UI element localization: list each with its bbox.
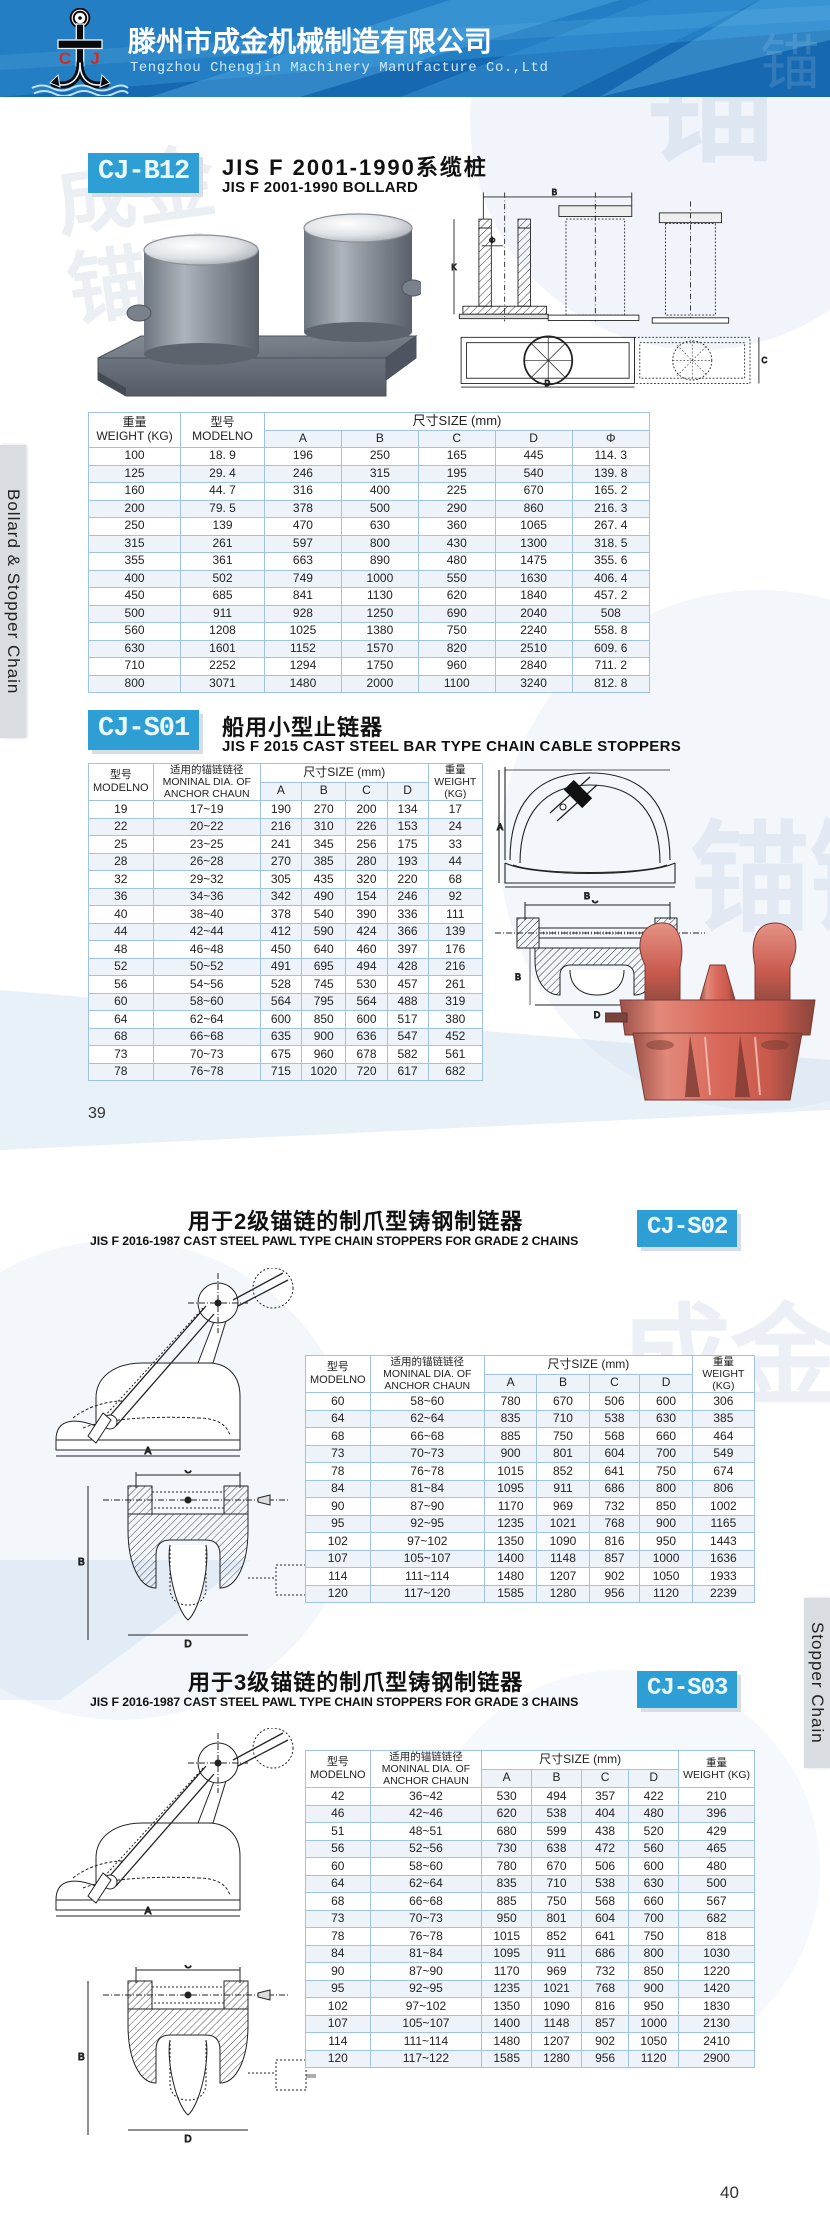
svg-text:B: B bbox=[78, 2052, 85, 2063]
svg-text:C: C bbox=[184, 1965, 191, 1971]
svg-text:A: A bbox=[145, 1906, 152, 1917]
svg-text:C: C bbox=[762, 356, 768, 365]
svg-text:C: C bbox=[592, 900, 599, 905]
svg-text:K: K bbox=[451, 263, 457, 272]
svg-text:Φ: Φ bbox=[489, 236, 495, 245]
svg-text:J: J bbox=[90, 49, 99, 68]
svg-text:A: A bbox=[497, 822, 503, 832]
svg-text:D: D bbox=[594, 1010, 601, 1020]
svg-text:D: D bbox=[184, 2134, 191, 2145]
svg-text:B: B bbox=[78, 1557, 85, 1568]
svg-text:C: C bbox=[59, 49, 71, 68]
svg-text:D: D bbox=[544, 379, 550, 388]
svg-text:B: B bbox=[515, 972, 521, 982]
svg-text:C: C bbox=[184, 1470, 191, 1476]
svg-text:A: A bbox=[145, 1446, 152, 1457]
svg-text:D: D bbox=[184, 1639, 191, 1650]
svg-text:B: B bbox=[552, 188, 557, 197]
